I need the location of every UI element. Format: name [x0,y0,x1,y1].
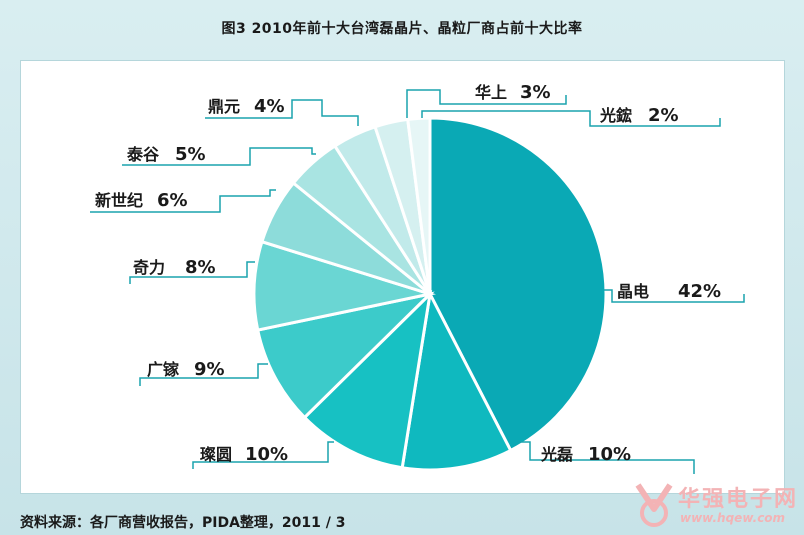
pie-slice-4 [255,291,435,420]
pie-slice-10 [406,116,432,295]
slice-label-name-5: 奇力 [133,258,165,277]
leader-line-8 [205,99,359,126]
slice-label-value-4: 9% [194,359,225,380]
pie-slice-1 [428,116,608,453]
leader-line-9 [406,89,567,118]
slice-label-value-1: 42% [678,281,721,302]
pie-slice-5 [252,239,436,332]
slice-label-value-7: 5% [175,144,206,165]
leader-line-6 [90,189,276,213]
watermark-logo-icon [635,483,673,527]
leader-line-2 [520,441,695,474]
leader-line-4 [139,363,268,386]
slice-label-name-4: 广镓 [147,360,180,379]
slice-label-value-9: 3% [520,82,551,103]
source-note: 资料来源：各厂商营收报告，PIDA整理，2011 / 3 [20,515,346,531]
chart-title: 图3 2010年前十大台湾磊晶片、晶粒厂商占前十大比率 [221,21,583,37]
slice-label-name-1: 晶电 [617,282,649,301]
slice-label-value-2: 10% [588,444,631,465]
slice-label-name-8: 鼎元 [208,97,240,116]
slice-label-value-8: 4% [254,96,285,117]
slice-label-value-5: 8% [185,257,216,278]
slice-label-name-2: 光磊 [540,445,573,464]
slice-label-name-3: 璨圆 [200,445,232,464]
leader-line-3 [192,441,334,469]
leader-line-1 [604,289,745,303]
leader-line-5 [129,261,255,284]
slice-label-name-10: 光鋐 [599,106,632,125]
slice-label-name-9: 华上 [475,83,507,102]
watermark-name: 华强电子网 [678,487,799,512]
slice-label-value-6: 6% [157,190,188,211]
leader-line-10 [421,110,721,127]
slice-label-value-10: 2% [648,105,679,126]
slice-label-name-6: 新世纪 [95,191,143,210]
watermark-url: www.hqew.com [680,511,786,525]
watermark: 华强电子网 www.hqew.com [628,477,804,535]
slice-label-value-3: 10% [245,444,288,465]
pie-slice-2 [400,289,513,472]
pie-slice-3 [302,289,433,470]
slice-label-name-7: 泰谷 [126,145,160,164]
leader-line-7 [122,147,316,166]
